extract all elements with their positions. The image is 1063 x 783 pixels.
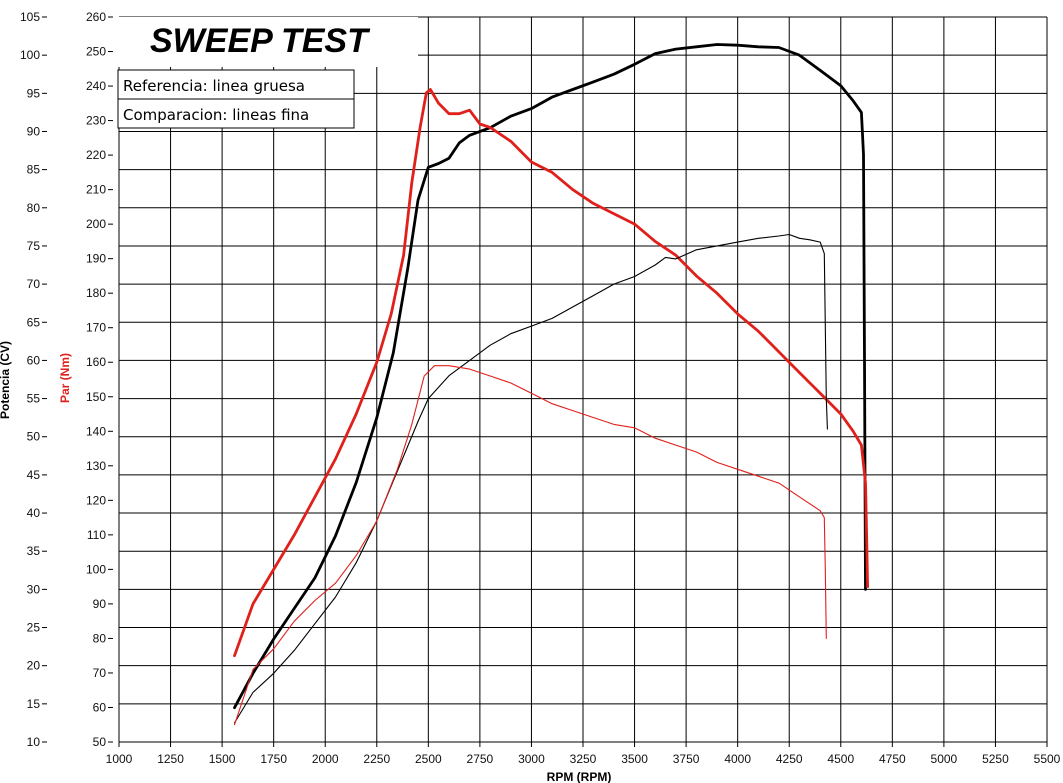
torque-tick-label: 240 (86, 79, 106, 93)
torque-tick-label: 200 (86, 217, 106, 231)
x-tick-label: 4250 (776, 752, 803, 766)
power-tick-label: 45 (27, 468, 41, 482)
torque-tick-label: 180 (86, 286, 106, 300)
series-line-potencia-comparacion (233, 233, 828, 724)
x-tick-label: 4000 (724, 752, 751, 766)
x-tick-label: 2500 (415, 752, 442, 766)
torque-tick-label: 70 (93, 666, 107, 680)
torque-tick-label: 110 (87, 528, 106, 542)
torque-tick-label: 220 (86, 148, 106, 162)
x-tick-label: 1500 (209, 752, 236, 766)
y-axis-title-torque: Par (Nm) (58, 353, 72, 403)
torque-tick-label: 210 (86, 183, 106, 197)
torque-tick-label: 120 (86, 493, 106, 507)
power-tick-label: 95 (27, 86, 41, 100)
power-tick-label: 75 (27, 239, 41, 253)
chart-title: SWEEP TEST (150, 22, 371, 60)
torque-tick-label: 140 (86, 424, 106, 438)
power-tick-label: 60 (27, 353, 41, 367)
x-tick-label: 4750 (879, 752, 906, 766)
torque-tick-label: 230 (86, 114, 106, 128)
legend-box-comparison (117, 98, 355, 129)
x-tick-label: 5000 (931, 752, 958, 766)
legend-reference: Referencia: linea gruesa (123, 77, 305, 95)
power-tick-label: 85 (27, 163, 41, 177)
torque-tick-label: 80 (93, 631, 107, 645)
x-tick-label: 1000 (106, 752, 133, 766)
x-tick-label: 3250 (570, 752, 597, 766)
torque-tick-label: 160 (86, 355, 106, 369)
x-tick-label: 3750 (673, 752, 700, 766)
torque-tick-label: 170 (86, 321, 106, 335)
x-tick-label: 5250 (982, 752, 1009, 766)
power-tick-label: 55 (27, 392, 41, 406)
torque-tick-label: 260 (86, 10, 106, 24)
series-line-par-comparacion (233, 365, 827, 726)
x-tick-label: 5500 (1034, 752, 1061, 766)
power-tick-label: 20 (27, 659, 41, 673)
x-tick-label: 4500 (827, 752, 854, 766)
torque-tick-label: 130 (86, 459, 106, 473)
power-tick-label: 105 (20, 10, 40, 24)
x-tick-label: 2250 (363, 752, 390, 766)
x-axis-title: RPM (RPM) (547, 770, 612, 783)
torque-tick-label: 50 (93, 735, 107, 749)
legend: Referencia: linea gruesa Comparacion: li… (117, 69, 355, 129)
series-layer (233, 43, 869, 726)
power-tick-label: 65 (27, 315, 41, 329)
x-tick-label: 3000 (518, 752, 545, 766)
torque-tick-label: 190 (86, 252, 106, 266)
power-tick-label: 70 (27, 277, 41, 291)
torque-tick-label: 250 (86, 45, 106, 59)
power-tick-label: 25 (27, 621, 41, 635)
x-tick-label: 1250 (157, 752, 184, 766)
power-tick-label: 80 (27, 201, 41, 215)
x-tick-label: 2000 (312, 752, 339, 766)
power-tick-label: 35 (27, 544, 41, 558)
legend-comparison: Comparacion: lineas fina (123, 106, 309, 124)
y-axis-title-power: Potencia (CV) (0, 341, 12, 419)
power-tick-label: 30 (27, 582, 41, 596)
power-tick-label: 40 (27, 506, 41, 520)
power-tick-label: 50 (27, 430, 41, 444)
torque-tick-label: 90 (93, 597, 107, 611)
torque-tick-label: 60 (93, 700, 107, 714)
power-tick-label: 100 (20, 48, 40, 62)
series-line-potencia-referencia (233, 43, 867, 710)
power-tick-label: 15 (27, 697, 41, 711)
torque-tick-label: 100 (86, 562, 106, 576)
axes: 10 15 20 25 30 35 40 45 50 55 60 65 70 75 80 85 90 95 100 1… (20, 10, 1061, 766)
power-tick-label: 90 (27, 124, 41, 138)
power-tick-label: 10 (27, 735, 41, 749)
series-line-par-referencia (233, 88, 869, 658)
x-tick-label: 1750 (260, 752, 287, 766)
torque-tick-label: 150 (86, 390, 106, 404)
x-tick-label: 2750 (467, 752, 494, 766)
x-tick-label: 3500 (621, 752, 648, 766)
title-box (118, 17, 418, 67)
